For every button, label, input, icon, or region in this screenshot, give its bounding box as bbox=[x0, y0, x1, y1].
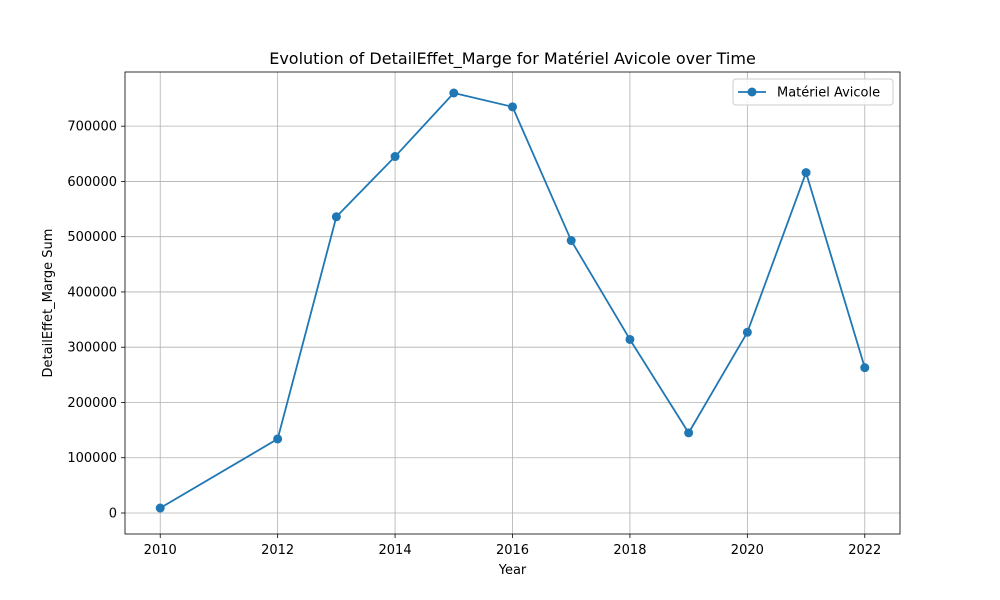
data-point-marker bbox=[508, 102, 517, 112]
data-point-marker bbox=[273, 434, 283, 444]
x-tick-label: 2014 bbox=[379, 543, 412, 558]
series-line bbox=[159, 92, 866, 509]
y-tick-label: 600000 bbox=[67, 175, 117, 190]
x-tick-label: 2018 bbox=[613, 543, 646, 558]
data-point-marker bbox=[566, 236, 576, 246]
data-point-marker bbox=[331, 212, 341, 222]
axis-ticks: 2010 2012 2014 2016 2018 2020 2022 0 100000 20000… bbox=[67, 120, 881, 558]
data-point-marker bbox=[155, 503, 165, 513]
y-tick-label: 500000 bbox=[67, 230, 117, 245]
data-point-marker bbox=[625, 334, 635, 344]
grid bbox=[125, 72, 900, 534]
legend-marker-swatch bbox=[747, 87, 757, 97]
data-point-marker bbox=[742, 327, 752, 337]
y-tick-label: 700000 bbox=[67, 120, 117, 135]
data-point-marker bbox=[684, 428, 694, 438]
series-group bbox=[155, 88, 870, 513]
x-axis-title: Year bbox=[498, 563, 527, 578]
x-tick-label: 2012 bbox=[261, 543, 294, 558]
y-axis-title: DetailEffet_Marge Sum bbox=[41, 229, 56, 378]
data-point-marker bbox=[860, 363, 870, 373]
x-tick-label: 2022 bbox=[848, 543, 881, 558]
legend: Matériel Avicole bbox=[732, 78, 894, 106]
x-tick-label: 2016 bbox=[496, 543, 529, 558]
x-tick-label: 2020 bbox=[731, 543, 764, 558]
data-point-marker bbox=[801, 168, 811, 178]
y-tick-label: 100000 bbox=[67, 451, 117, 466]
legend-box bbox=[732, 78, 894, 106]
y-tick-label: 300000 bbox=[67, 341, 117, 356]
data-point-marker bbox=[449, 88, 459, 98]
y-tick-label: 0 bbox=[109, 507, 117, 522]
data-point-marker bbox=[390, 152, 400, 162]
chart-title: Evolution of DetailEffet_Marge for Matér… bbox=[269, 49, 756, 69]
y-tick-label: 200000 bbox=[67, 396, 117, 411]
legend-label: Matériel Avicole bbox=[777, 86, 880, 101]
y-tick-label: 400000 bbox=[67, 285, 117, 300]
x-tick-label: 2010 bbox=[144, 543, 177, 558]
